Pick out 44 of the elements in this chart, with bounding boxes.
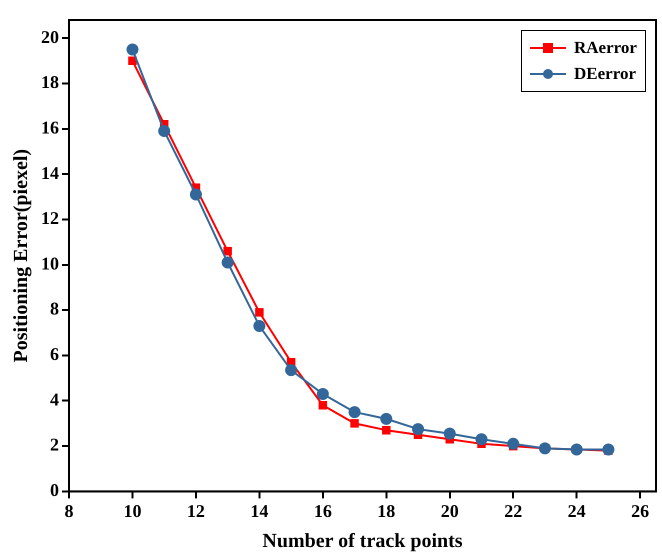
y-tick-label: 18 (41, 72, 59, 92)
point (158, 125, 170, 138)
x-tick-label: 18 (377, 500, 396, 521)
point (602, 443, 614, 456)
y-tick-label: 12 (41, 208, 59, 228)
x-tick-label: 22 (504, 500, 522, 521)
point (348, 406, 361, 418)
point (253, 320, 266, 332)
point (350, 419, 359, 428)
point (316, 388, 329, 400)
x-tick-label: 10 (123, 500, 142, 521)
x-tick-label: 20 (440, 500, 459, 521)
point (475, 433, 488, 446)
y-tick-label: 4 (50, 389, 59, 410)
y-tick-label: 20 (41, 26, 59, 47)
x-tick-label: 8 (64, 500, 74, 521)
point (507, 438, 520, 450)
legend-label: RAerror (574, 38, 637, 58)
y-tick-label: 2 (50, 434, 59, 455)
x-tick-label: 16 (314, 500, 332, 521)
x-tick-label: 24 (568, 500, 586, 521)
x-tick-label: 14 (250, 500, 268, 521)
point (190, 188, 202, 201)
point (412, 423, 424, 436)
point (223, 246, 232, 256)
y-tick-label: 14 (41, 162, 59, 183)
x-tick-label: 26 (631, 500, 650, 521)
point (444, 428, 456, 440)
y-tick-label: 8 (50, 298, 59, 319)
point (318, 401, 328, 410)
y-tick-label: 16 (41, 117, 59, 138)
x-tick-label: 12 (186, 500, 205, 521)
point (285, 364, 298, 376)
y-tick-label: 6 (50, 344, 59, 364)
point (382, 426, 391, 434)
y-tick-label: 10 (41, 253, 59, 274)
point (222, 256, 234, 268)
y-tick-label: 0 (50, 480, 59, 500)
point (380, 412, 392, 425)
y-axis-title: Positioning Error(piexel) (10, 148, 32, 362)
point (255, 308, 264, 317)
point (126, 43, 138, 56)
legend-label: DEerror (574, 64, 636, 84)
x-axis-title: Number of track points (262, 530, 463, 552)
